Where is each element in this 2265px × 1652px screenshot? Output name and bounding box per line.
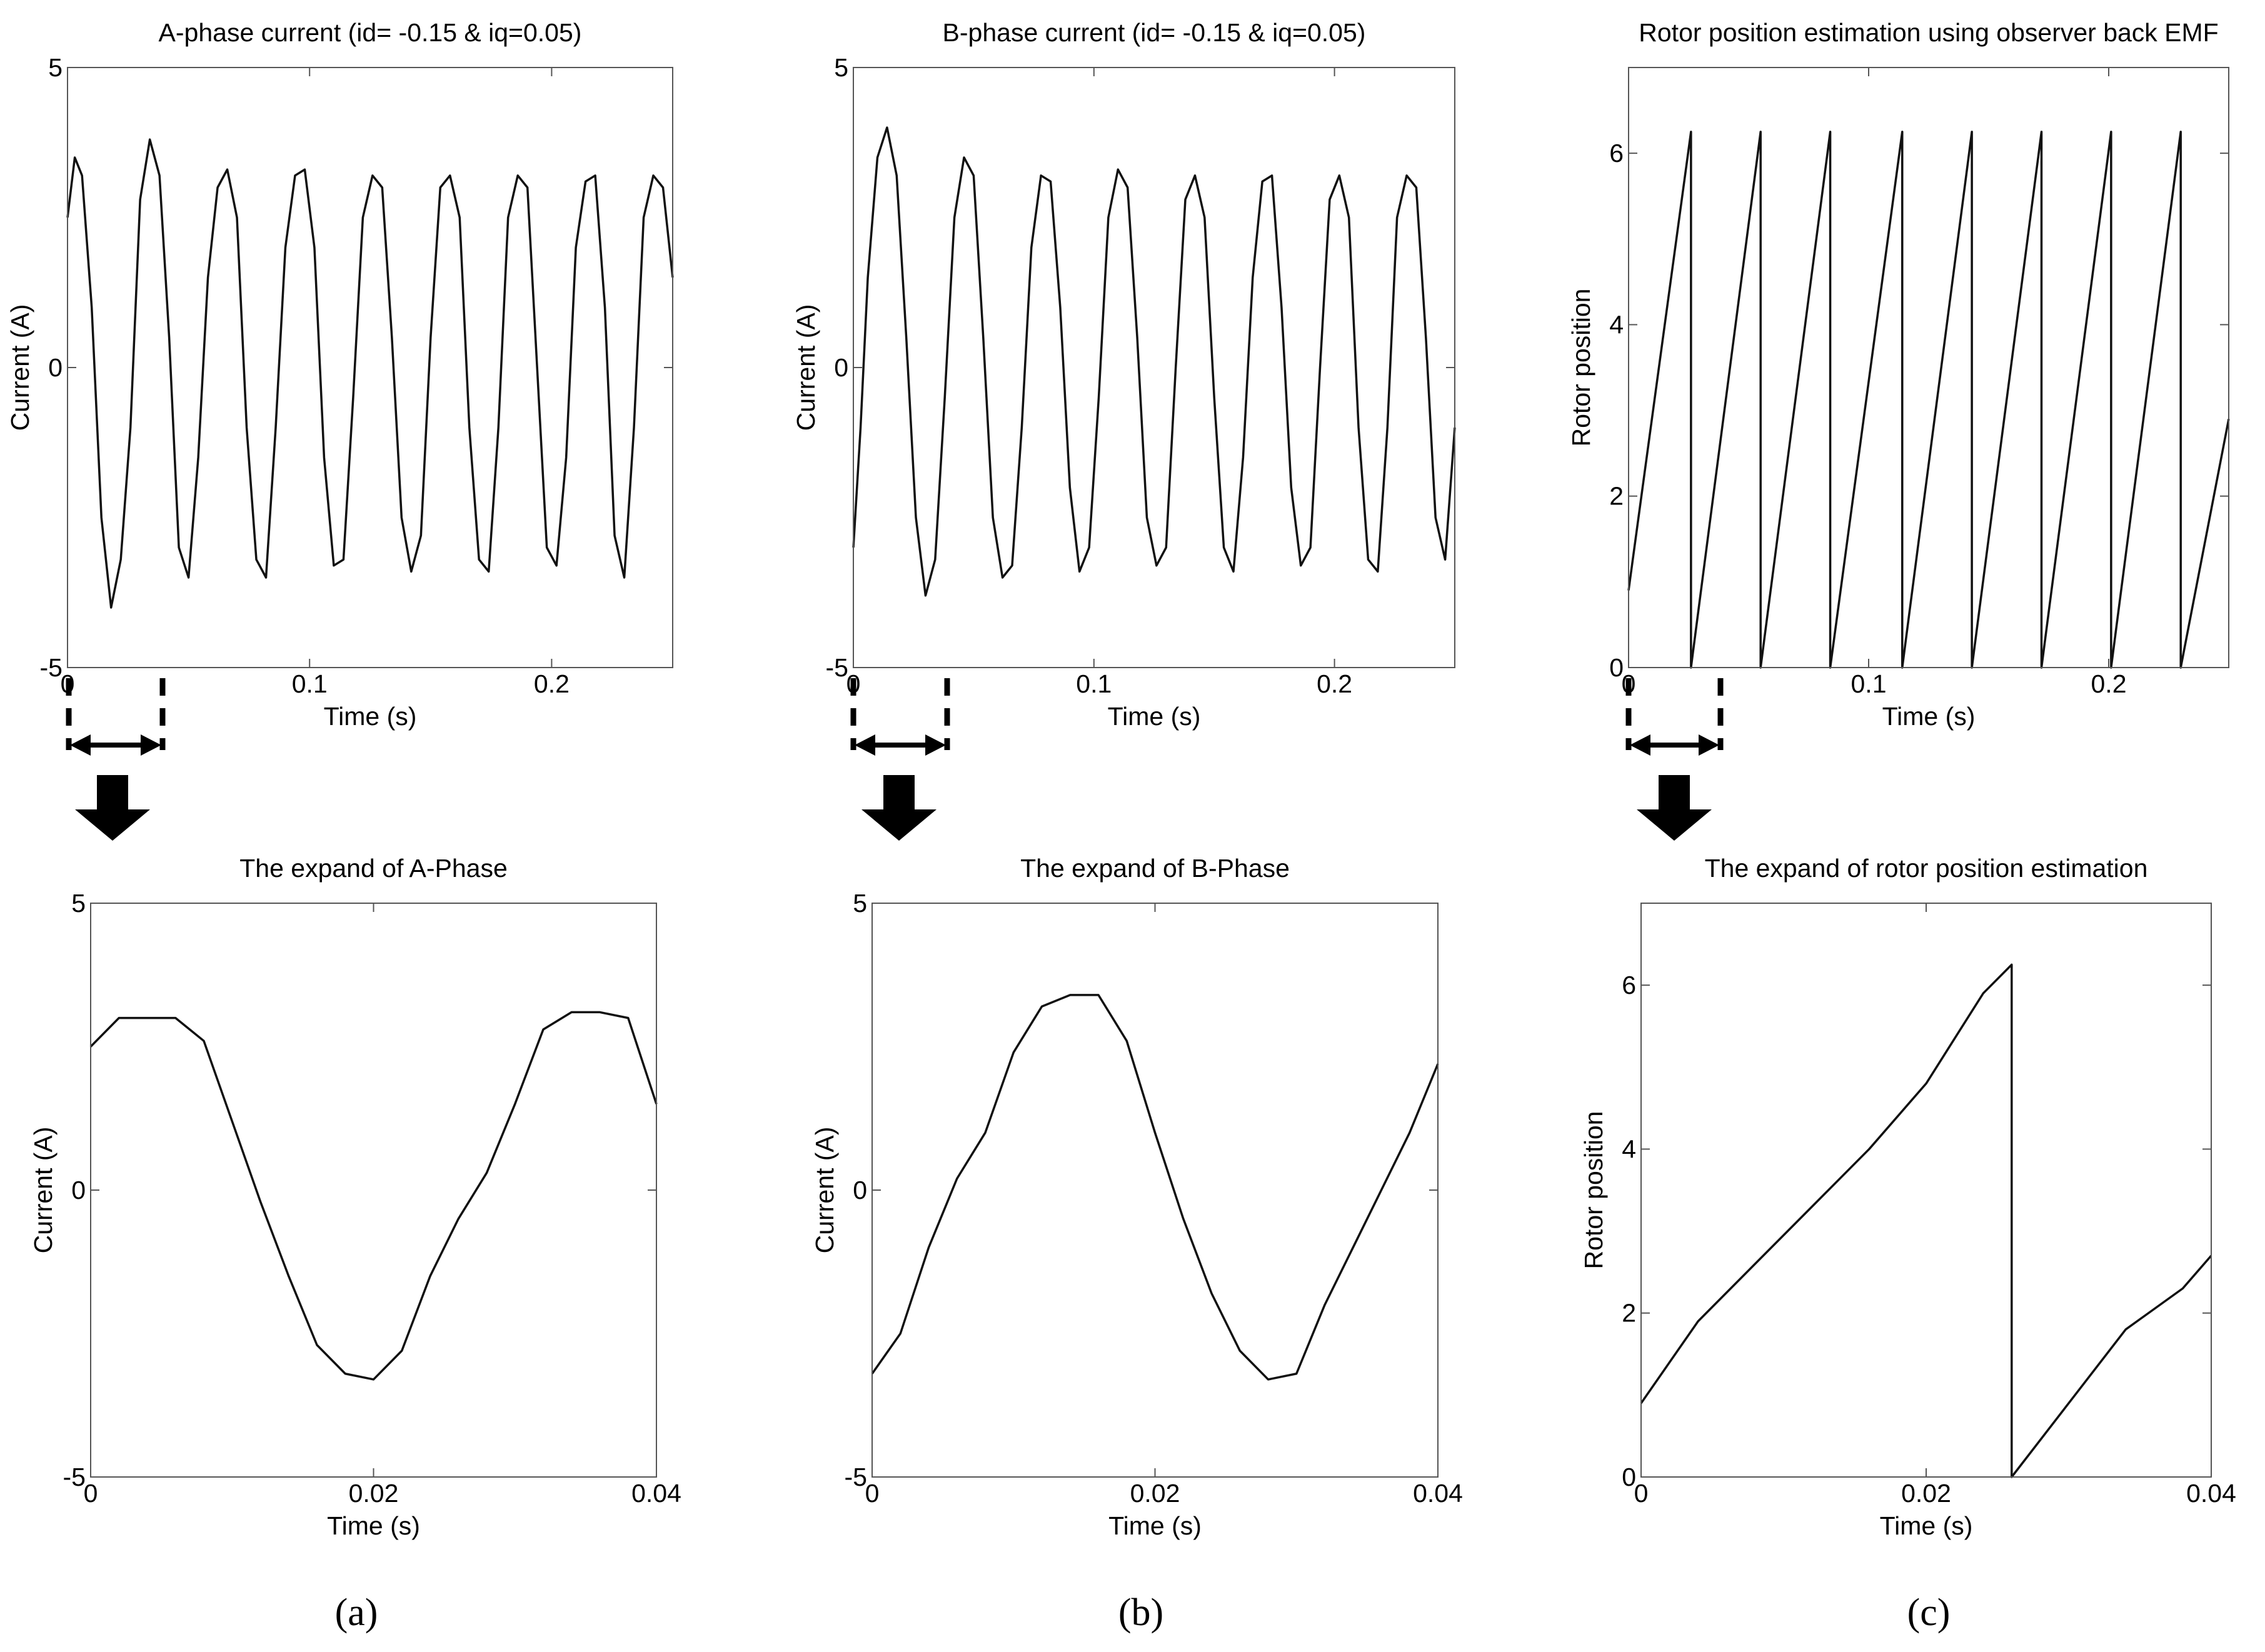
y-tick-label: 0 xyxy=(71,1176,86,1204)
y-tick-label: 0 xyxy=(1622,1463,1636,1491)
y-axis-label: Current (A) xyxy=(29,1127,58,1254)
chart-title: Rotor position estimation using observer… xyxy=(1639,18,2218,47)
down-block-arrow xyxy=(1637,775,1712,841)
y-axis-label: Rotor position xyxy=(1579,1111,1608,1269)
y-tick-label: 6 xyxy=(1622,971,1636,999)
y-tick-label: 5 xyxy=(71,889,86,918)
chart-title: The expand of A-Phase xyxy=(239,854,508,883)
y-axis-label: Rotor position xyxy=(1567,289,1595,447)
chart-title: The expand of rotor position estimation xyxy=(1705,854,2148,883)
chart-c-bottom: 0 0.02 0.04 0 2 4 6 The expand of rotor positio… xyxy=(1579,854,2236,1540)
x-axis-label: Time (s) xyxy=(1880,1511,1973,1540)
caption-a: (a) xyxy=(335,1591,378,1634)
series-line-c-bottom-0 xyxy=(1640,963,2212,1478)
y-tick-label: 0 xyxy=(48,353,63,382)
x-tick-label: 0.1 xyxy=(1851,669,1887,698)
plot-frame xyxy=(1640,903,2212,1478)
plot-frame xyxy=(1628,67,2229,668)
down-block-arrow xyxy=(861,775,937,841)
zoom-arrow-head-right xyxy=(1699,734,1719,756)
y-tick-label: 0 xyxy=(1609,653,1624,682)
x-axis-label: Time (s) xyxy=(1882,702,1976,731)
x-axis-label: Time (s) xyxy=(1108,702,1201,731)
caption-c: (c) xyxy=(1907,1591,1951,1634)
zoom-arrow-head-left xyxy=(70,734,91,756)
plot-frame xyxy=(871,903,1439,1478)
x-axis-label: Time (s) xyxy=(327,1511,420,1540)
y-tick-label: 0 xyxy=(853,1176,867,1204)
y-tick-label: 5 xyxy=(853,889,867,918)
x-tick-label: 0 xyxy=(84,1479,98,1508)
plot-frame xyxy=(67,67,673,668)
y-tick-label: -5 xyxy=(826,653,848,682)
x-tick-label: 0.04 xyxy=(1413,1479,1463,1508)
x-tick-label: 0.1 xyxy=(1076,669,1112,698)
y-axis-label: Current (A) xyxy=(791,304,820,431)
series-line-a-top-0 xyxy=(66,138,674,609)
series-line-a-bottom-0 xyxy=(89,1011,658,1381)
down-block-arrow xyxy=(75,775,150,841)
y-axis-label: Current (A) xyxy=(6,304,34,431)
x-tick-label: 0.02 xyxy=(349,1479,399,1508)
chart-title: B-phase current (id= -0.15 & iq=0.05) xyxy=(943,18,1366,47)
x-tick-label: 0.1 xyxy=(292,669,328,698)
y-tick-label: 4 xyxy=(1622,1134,1636,1163)
y-tick-label: -5 xyxy=(845,1463,867,1491)
x-axis-label: Time (s) xyxy=(1108,1511,1202,1540)
zoom-indicator-c xyxy=(1625,678,1724,841)
x-tick-label: 0.2 xyxy=(1317,669,1352,698)
x-axis-label: Time (s) xyxy=(324,702,417,731)
x-tick-label: 0.2 xyxy=(534,669,570,698)
y-tick-label: -5 xyxy=(63,1463,86,1491)
y-tick-label: 2 xyxy=(1622,1299,1636,1328)
x-tick-label: 0 xyxy=(865,1479,880,1508)
plot-frame xyxy=(90,903,657,1478)
y-tick-label: 6 xyxy=(1609,139,1624,168)
y-tick-label: -5 xyxy=(40,653,63,682)
series-line-b-top-0 xyxy=(852,126,1456,597)
y-tick-label: 2 xyxy=(1609,482,1624,511)
zoom-indicator-a xyxy=(66,678,166,841)
series-line-c-top-0 xyxy=(1627,131,2230,669)
zoom-arrow-head-right xyxy=(141,734,161,756)
x-tick-label: 0.02 xyxy=(1901,1479,1951,1508)
y-tick-label: 5 xyxy=(48,53,63,82)
zoom-arrow-head-left xyxy=(1630,734,1650,756)
y-tick-label: 5 xyxy=(834,53,848,82)
y-axis-label: Current (A) xyxy=(810,1127,839,1254)
plot-frame xyxy=(853,67,1455,668)
zoom-arrow-head-left xyxy=(855,734,875,756)
x-tick-label: 0.04 xyxy=(631,1479,681,1508)
x-tick-label: 0.02 xyxy=(1130,1479,1180,1508)
caption-b: (b) xyxy=(1118,1591,1163,1634)
chart-title: A-phase current (id= -0.15 & iq=0.05) xyxy=(159,18,582,47)
y-tick-label: 4 xyxy=(1609,310,1624,339)
x-tick-label: 0.2 xyxy=(2091,669,2127,698)
zoom-indicator-b xyxy=(850,678,950,841)
zoom-arrow-head-right xyxy=(925,734,946,756)
x-tick-label: 0 xyxy=(1634,1479,1649,1508)
x-tick-label: 0.04 xyxy=(2186,1479,2236,1508)
y-tick-label: 0 xyxy=(834,353,848,382)
chart-title: The expand of B-Phase xyxy=(1020,854,1290,883)
series-line-b-bottom-0 xyxy=(871,994,1439,1381)
